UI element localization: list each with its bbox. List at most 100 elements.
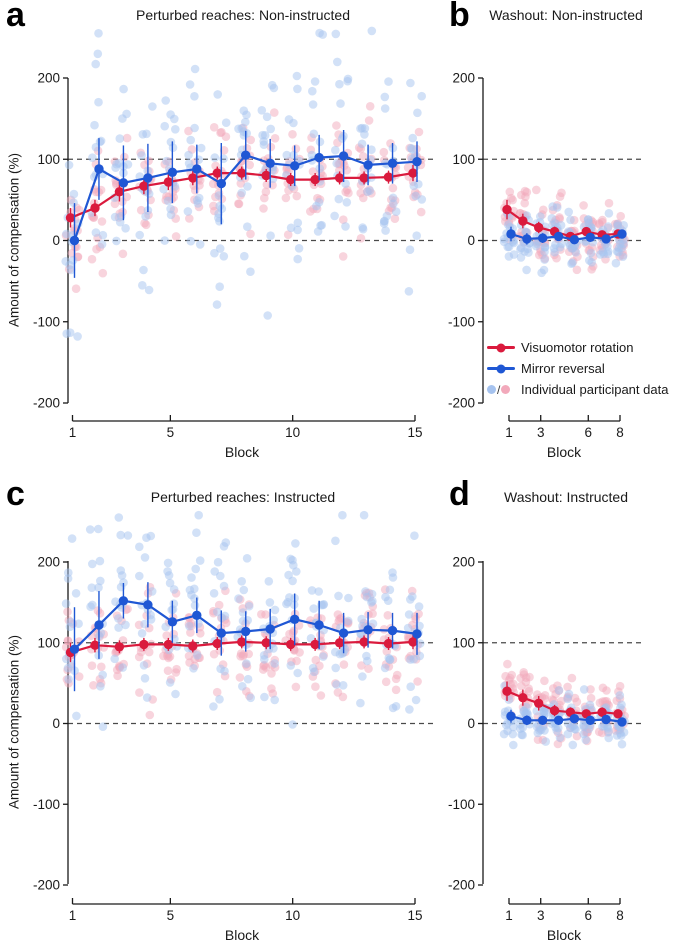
participant-dot [362,651,371,661]
participant-dot [336,99,345,108]
mean-marker [65,213,76,223]
y-tick-label: 0 [52,716,60,731]
participant-dot [194,155,204,164]
mean-marker [553,715,564,725]
x-axis-label-c: Block [224,927,260,943]
participant-dot [552,203,562,212]
legend-label: Mirror reversal [521,361,605,376]
participant-dot [392,670,402,680]
participant-dot [145,710,155,720]
participant-dot [533,735,543,744]
y-tick-label: 100 [452,635,475,650]
participant-dot [190,92,199,101]
legend-label: Visuomotor rotation [521,340,634,355]
participant-dot [381,592,390,602]
participant-dot [334,194,344,204]
participant-dot [292,71,302,81]
participant-dot [242,554,252,563]
mean-marker [163,639,174,650]
participant-dot [384,77,393,86]
participant-dot [186,135,195,145]
mean-marker [310,174,320,185]
mean-marker [359,637,369,647]
participant-dot [309,129,319,139]
participant-dot [89,681,98,690]
participant-dot [522,228,531,237]
participant-dot [114,614,123,623]
participant-dot [540,255,549,264]
participant-dot [367,26,377,36]
participant-dot [380,104,390,113]
participant-dot [289,560,298,570]
mean-marker [585,715,595,725]
y-tick-label: -200 [33,878,60,893]
participant-dot [95,556,105,566]
participant-dot [162,156,171,166]
participant-dot [331,145,340,155]
participant-dot [71,284,81,294]
participant-dot [141,212,150,221]
panel-b-plot: 200 100 0 -100 -200 1 3 6 8 [448,71,645,440]
participant-dot [385,655,395,664]
participant-dot [293,84,302,94]
participant-dot [244,649,253,659]
participant-dot [270,605,280,615]
participant-dot [116,566,126,575]
mean-marker [139,181,149,191]
participant-dot [184,150,193,160]
mean-marker [569,235,580,245]
participant-dot [604,209,614,218]
participant-dot [121,620,130,630]
participant-dot [169,599,179,608]
x-axis-label-b: Block [546,444,582,460]
participant-dot [617,739,627,749]
participant-dot [295,648,304,657]
mean-marker [265,158,275,168]
participant-dot [215,201,224,211]
participant-dot [308,100,318,109]
mean-marker [192,610,202,620]
participant-dot [144,285,154,295]
mean-marker [237,637,247,647]
legend: Visuomotor rotation Mirror reversal / In… [487,337,668,400]
participant-dot [360,124,370,133]
legend-participant-dots-icon: / [487,383,517,397]
mean-marker [617,229,627,239]
mean-marker [359,173,369,183]
participant-dot [406,78,415,88]
participant-dot [308,663,318,673]
y-tick-label: 200 [37,71,60,86]
participant-dot [62,229,71,239]
mean-marker [569,714,580,724]
series-red [65,164,418,228]
participant-dot [507,193,516,203]
x-tick-label: 8 [616,908,624,923]
participant-dot [410,531,419,540]
participant-dot [194,510,203,520]
participant-dot [114,158,124,168]
mean-marker [549,705,560,716]
legend-item-individual-data: / Individual participant data [487,379,668,400]
participant-dot [212,687,222,697]
x-tick-label: 8 [616,425,624,440]
participant-dot [338,692,348,702]
participant-dot [604,733,613,743]
participant-dot [413,108,422,118]
y-axis-label-c: Amount of compensation (%) [6,634,22,810]
participant-dot [120,152,129,162]
participant-dot [586,248,596,258]
participant-dot [342,198,352,207]
participant-dot [69,189,79,199]
participant-dot [339,660,349,669]
participant-dot [234,199,243,208]
participant-dot [318,652,328,661]
x-tick-label: 10 [285,425,300,440]
y-tick-label: 200 [452,555,475,570]
participant-dot [216,664,225,674]
participant-dot [571,248,581,257]
participant-dot [294,244,304,253]
participant-dot [113,671,122,681]
participant-dot [286,223,296,233]
mean-marker [522,715,532,725]
